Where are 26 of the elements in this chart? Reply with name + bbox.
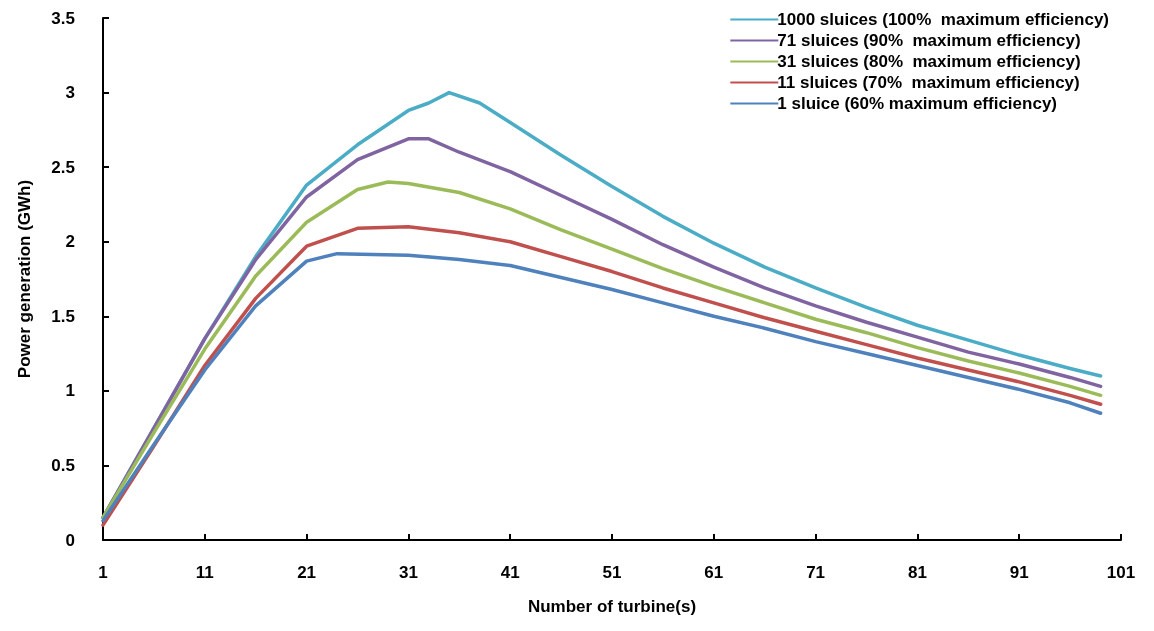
legend-label: 11 sluices (70% maximum efficiency): [777, 73, 1080, 92]
x-axis-title: Number of turbine(s): [527, 597, 697, 616]
y-tick-label: 2: [65, 232, 75, 252]
y-tick-label: 3: [65, 83, 75, 103]
legend-label: 31 sluices (80% maximum efficiency): [777, 52, 1081, 71]
x-tick-label: 11: [195, 563, 214, 582]
x-tick-label: 61: [704, 563, 724, 582]
y-tick-label: 0.5: [51, 455, 75, 475]
x-tick-label: 31: [398, 563, 418, 582]
x-tick-label: 1: [98, 563, 108, 582]
x-tick-label: 21: [297, 563, 317, 582]
legend-label: 71 sluices (90% maximum efficiency): [777, 31, 1081, 50]
y-tick-label: 3.5: [51, 8, 75, 28]
x-tick-label: 91: [1009, 563, 1029, 582]
y-axis-title: Power generation (GWh): [15, 179, 34, 379]
legend-label: 1 sluice (60% maximum efficiency): [777, 94, 1058, 113]
x-tick-label: 81: [907, 563, 927, 582]
x-tick-label: 71: [806, 563, 826, 582]
y-tick-label: 1.5: [51, 306, 75, 326]
legend-label: 1000 sluices (100% maximum efficiency): [777, 10, 1110, 29]
x-tick-label: 41: [500, 563, 520, 582]
x-tick-label: 101: [1106, 563, 1136, 582]
y-tick-label: 2.5: [51, 157, 75, 177]
y-tick-label: 0: [65, 530, 75, 550]
x-tick-label: 51: [602, 563, 622, 582]
y-tick-label: 1: [65, 381, 75, 401]
